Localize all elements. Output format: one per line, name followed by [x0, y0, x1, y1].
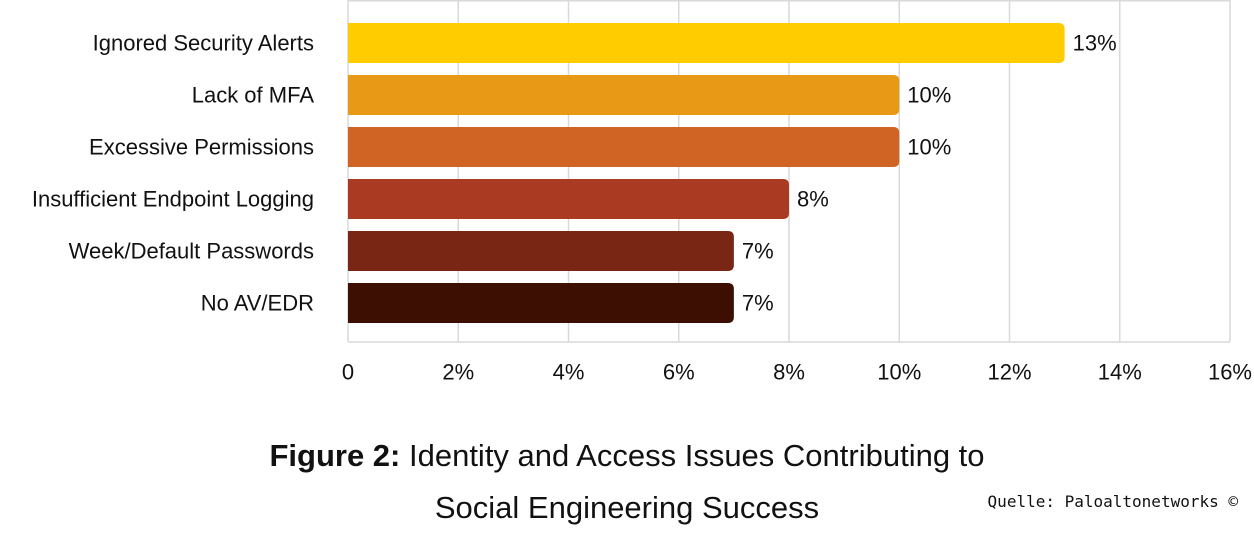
- figure-caption: Figure 2: Identity and Access Issues Con…: [0, 438, 1254, 474]
- bar-3: [348, 127, 900, 167]
- figure-caption-prefix: Figure 2:: [269, 438, 401, 473]
- category-label-3: Excessive Permissions: [89, 135, 314, 160]
- bar-4: [348, 179, 789, 219]
- x-tick-label-8: 16%: [1208, 360, 1252, 385]
- data-label-1: 13%: [1073, 31, 1117, 56]
- bar-6: [348, 283, 734, 323]
- figure-caption-line1: Identity and Access Issues Contributing …: [408, 438, 985, 473]
- bars: [348, 23, 1065, 323]
- category-label-2: Lack of MFA: [192, 83, 315, 108]
- source-credit: Quelle: Paloaltonetworks ©: [987, 492, 1238, 511]
- data-label-5: 7%: [742, 239, 774, 264]
- data-label-2: 10%: [907, 83, 951, 108]
- bar-5: [348, 231, 734, 271]
- x-tick-label-2: 4%: [553, 360, 585, 385]
- x-tick-label-4: 8%: [773, 360, 805, 385]
- bar-1: [348, 23, 1065, 63]
- data-label-3: 10%: [907, 135, 951, 160]
- bar-chart: Ignored Security Alerts Lack of MFA Excess…: [32, 0, 1252, 385]
- category-label-1: Ignored Security Alerts: [93, 31, 314, 56]
- category-label-5: Week/Default Passwords: [69, 239, 314, 264]
- x-tick-label-7: 14%: [1098, 360, 1142, 385]
- bar-2: [348, 75, 900, 115]
- data-labels: 13% 10% 10% 8% 7% 7%: [742, 31, 1117, 316]
- figure-caption-line2: Social Engineering Success: [434, 490, 820, 525]
- x-tick-label-6: 12%: [987, 360, 1031, 385]
- x-tick-label-0: 0: [342, 360, 354, 385]
- category-label-4: Insufficient Endpoint Logging: [32, 187, 314, 212]
- x-axis-tick-labels: 0 2% 4% 6% 8% 10% 12% 14% 16%: [342, 360, 1252, 385]
- x-tick-label-1: 2%: [442, 360, 474, 385]
- data-label-6: 7%: [742, 291, 774, 316]
- category-label-6: No AV/EDR: [201, 291, 314, 316]
- x-tick-label-3: 6%: [663, 360, 695, 385]
- x-tick-label-5: 10%: [877, 360, 921, 385]
- category-labels: Ignored Security Alerts Lack of MFA Excess…: [32, 31, 314, 316]
- data-label-4: 8%: [797, 187, 829, 212]
